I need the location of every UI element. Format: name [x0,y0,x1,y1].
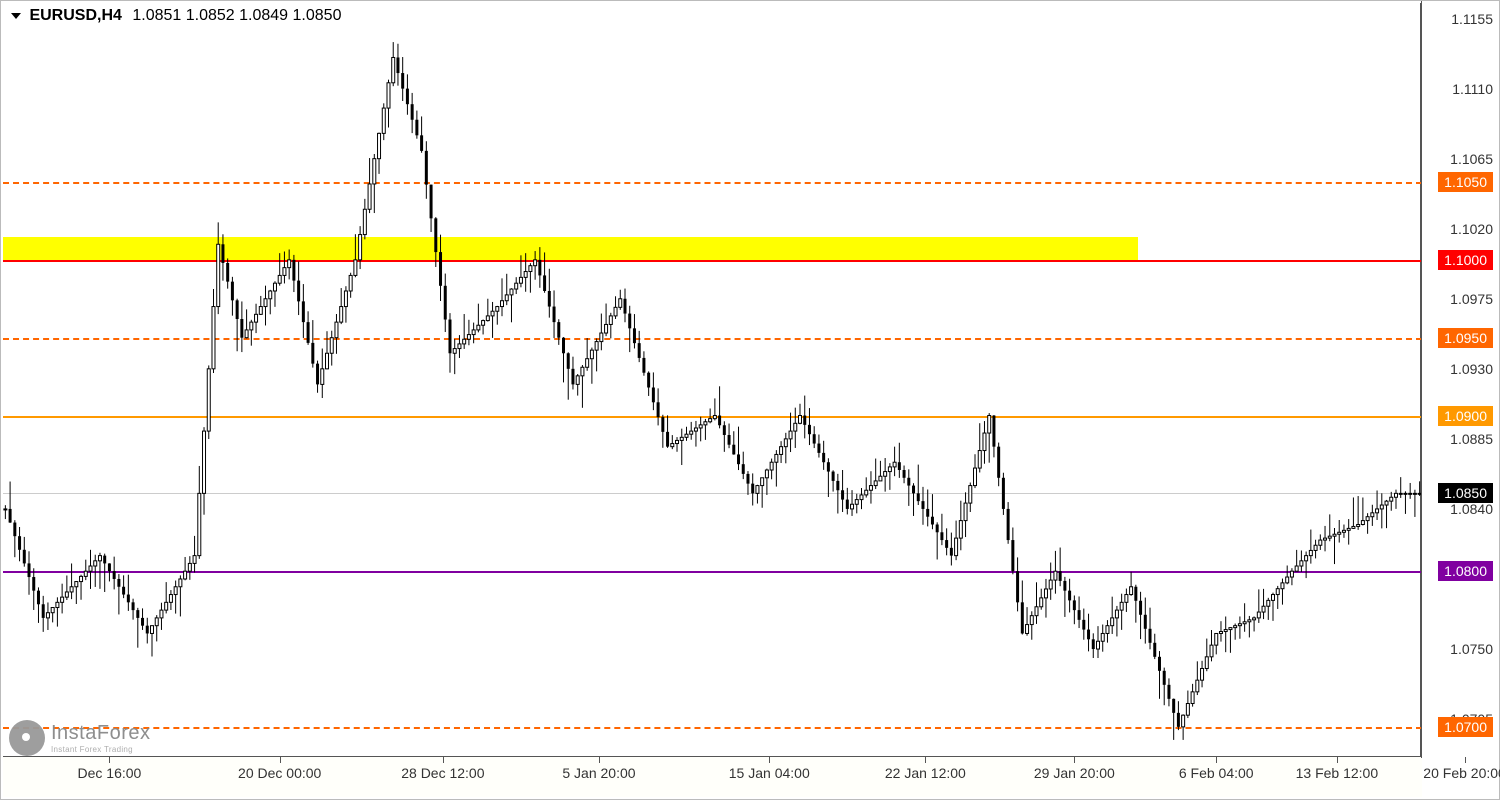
x-tickmark [1465,757,1466,763]
y-tick-label: 1.0885 [1450,431,1493,447]
chart-container: EURUSD,H4 1.0851 1.0852 1.0849 1.0850 1.… [0,0,1500,800]
watermark-tagline: Instant Forex Trading [51,745,150,754]
x-tick-label: 13 Feb 12:00 [1296,765,1379,781]
x-tick-label: 20 Feb 20:00 [1423,765,1500,781]
y-tick-level-label: 1.0900 [1438,406,1493,426]
y-tick-label: 1.0930 [1450,361,1493,377]
x-tick-label: 15 Jan 04:00 [729,765,810,781]
x-tick-label: 5 Jan 20:00 [562,765,635,781]
y-tick-level-label: 1.1050 [1438,172,1493,192]
y-tick-label: 1.1110 [1452,81,1493,97]
x-axis: Dec 16:00 20 Dec 00:00 28 Dec 12:00 5 Jan 2… [3,756,1422,797]
y-tick-level-label: 1.0800 [1438,561,1493,581]
y-tick-level-label: 1.0850 [1438,483,1493,503]
y-tick-label: 1.1065 [1450,151,1493,167]
x-tick-label: 29 Jan 20:00 [1034,765,1115,781]
symbol-label: EURUSD,H4 [29,7,121,24]
collapse-caret-icon[interactable] [11,13,21,19]
ohlc-label: 1.0851 1.0852 1.0849 1.0850 [132,7,341,24]
watermark-logo-icon [9,720,45,756]
y-tick-level-label: 1.1000 [1438,250,1493,270]
watermark-brand: InstaForex [51,722,150,745]
y-tick-label: 1.0750 [1450,641,1493,657]
y-tick-label: 1.0975 [1450,291,1493,307]
x-tick-label: 6 Feb 04:00 [1179,765,1254,781]
x-tick-label: 20 Dec 00:00 [238,765,321,781]
y-axis-border [1421,1,1422,758]
y-tick-level-label: 1.0950 [1438,328,1493,348]
watermark: InstaForex Instant Forex Trading [9,720,150,756]
y-tick-label: 1.1020 [1450,221,1493,237]
x-tick-label: 28 Dec 12:00 [401,765,484,781]
plot-area[interactable] [3,3,1422,758]
y-axis: 1.1155 1.1110 1.1065 1.1020 1.0975 1.0930 1.08… [1420,3,1497,758]
x-tick-label: 22 Jan 12:00 [885,765,966,781]
candlestick-layer [3,3,1422,758]
x-tick-label: Dec 16:00 [78,765,142,781]
y-tick-label: 1.1155 [1451,11,1493,27]
y-tick-level-label: 1.0700 [1438,717,1493,737]
chart-header: EURUSD,H4 1.0851 1.0852 1.0849 1.0850 [11,7,341,25]
